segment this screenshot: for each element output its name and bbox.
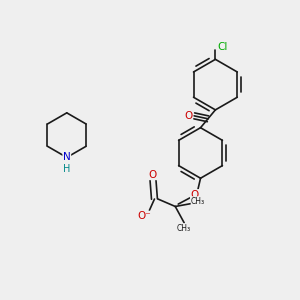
Text: O: O: [149, 170, 157, 180]
Text: H: H: [63, 164, 70, 174]
Text: CH₃: CH₃: [177, 224, 191, 233]
Text: O⁻: O⁻: [138, 211, 152, 221]
Text: Cl: Cl: [218, 43, 228, 52]
Text: O: O: [184, 111, 193, 121]
Text: N: N: [63, 152, 71, 162]
Text: O: O: [190, 190, 199, 200]
Text: CH₃: CH₃: [191, 196, 205, 206]
